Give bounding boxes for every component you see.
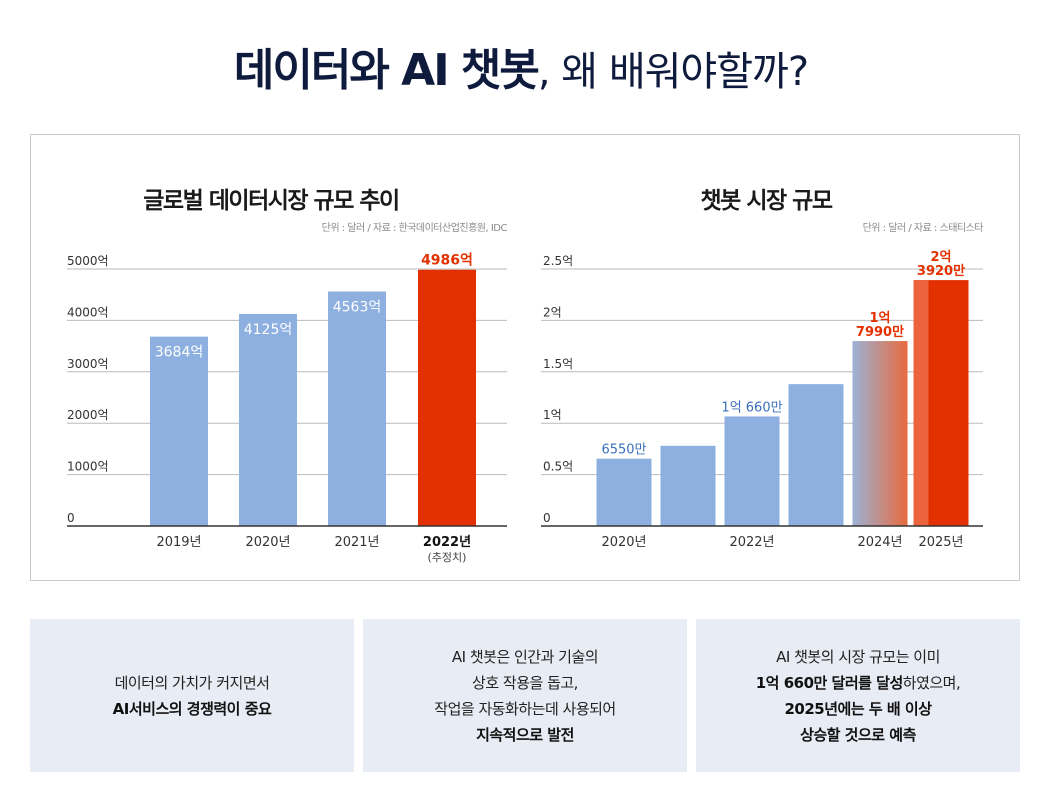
card-line: AI 챗봇은 인간과 기술의 (451, 644, 599, 670)
card-text-bold: 1억 660만 달러를 달성 (755, 673, 904, 692)
chart-source-note: 단위 : 달러 / 자료 : 한국데이터산업진흥원, IDC (322, 221, 508, 234)
card-line: 1억 660만 달러를 달성하였으며, (755, 670, 961, 696)
bar (852, 341, 908, 526)
card-text: 하였으며, (902, 673, 961, 692)
x-category-label: 2022년 (423, 535, 471, 550)
bar-value-label: 4986억 (421, 253, 473, 269)
card-text: AI 챗봇은 인간과 기술의 (451, 647, 599, 666)
x-category-label: 2020년 (601, 535, 646, 550)
bar (788, 384, 844, 526)
bar (724, 416, 780, 526)
bar-value-label: 2억 (930, 250, 951, 265)
x-category-label: 2020년 (245, 535, 290, 550)
y-tick-label: 1억 (543, 408, 562, 422)
bar-value-label: 3920만 (917, 263, 965, 279)
bar-value-label: 1억 660만 (721, 400, 782, 415)
y-tick-label: 4000억 (67, 305, 109, 319)
bar (239, 313, 297, 526)
y-tick-label: 2.5억 (543, 254, 573, 268)
bar-value-label: 3684억 (155, 345, 204, 361)
x-category-label: 2021년 (334, 535, 379, 550)
y-tick-label: 1000억 (67, 460, 109, 474)
bar (328, 291, 386, 526)
x-category-label: 2022년 (729, 535, 774, 550)
card-line: 데이터의 가치가 커지면서 (115, 670, 270, 696)
y-tick-label: 2000억 (67, 408, 109, 422)
card-line: AI 챗봇의 시장 규모는 이미 (776, 644, 940, 670)
card-text: 상호 작용을 돕고, (472, 673, 578, 692)
headline-strong: 데이터와 AI 챗봇 (229, 34, 540, 98)
bar (418, 269, 476, 526)
bar (660, 445, 716, 526)
x-category-label: 2024년 (857, 535, 902, 550)
summary-card-chatbot-market: AI 챗봇의 시장 규모는 이미 1억 660만 달러를 달성하였으며, 2025년… (696, 619, 1020, 772)
summary-cards: 데이터의 가치가 커지면서 AI서비스의 경쟁력이 중요 AI 챗봇은 인간과 기… (30, 619, 1020, 772)
bar-value-label: 6550만 (601, 443, 646, 458)
chart-title: 챗봇 시장 규모 (701, 188, 833, 214)
summary-card-data: 데이터의 가치가 커지면서 AI서비스의 경쟁력이 중요 (30, 619, 354, 772)
card-text: 작업을 자동화하는데 사용되어 (434, 699, 616, 718)
bar-value-label: 4563억 (333, 299, 382, 315)
card-line: 상호 작용을 돕고, (472, 670, 578, 696)
x-category-label: 2025년 (918, 535, 963, 550)
card-line: 지속적으로 발전 (476, 722, 574, 748)
card-line: 작업을 자동화하는데 사용되어 (434, 696, 616, 722)
card-line: 상승할 것으로 예측 (800, 722, 916, 748)
chart-title: 글로벌 데이터시장 규모 추이 (143, 188, 398, 214)
y-tick-label: 0 (67, 511, 75, 525)
card-text-bold: 지속적으로 발전 (476, 725, 574, 744)
card-text-bold: 2025년에는 두 배 이상 (784, 699, 932, 718)
y-tick-label: 3000억 (67, 357, 109, 371)
y-tick-label: 2억 (543, 305, 562, 319)
bar (150, 336, 208, 526)
headline: 데이터와 AI 챗봇, 왜 배워야할까? (0, 34, 1042, 98)
y-tick-label: 5000억 (67, 254, 109, 268)
x-category-note: (추정치) (428, 551, 467, 564)
y-tick-label: 0 (543, 511, 551, 525)
card-text-bold: AI서비스의 경쟁력이 중요 (112, 699, 272, 718)
bar-value-label: 4125억 (244, 322, 293, 338)
card-text: 데이터의 가치가 커지면서 (114, 673, 270, 692)
card-line: AI서비스의 경쟁력이 중요 (113, 696, 272, 722)
y-tick-label: 1.5억 (543, 357, 573, 371)
y-tick-label: 0.5억 (543, 460, 573, 474)
chart-source-note: 단위 : 달러 / 자료 : 스태티스타 (863, 221, 984, 234)
card-line: 2025년에는 두 배 이상 (784, 696, 932, 722)
bar-value-label: 1억 (869, 311, 890, 326)
bar-value-label: 7990만 (856, 324, 904, 340)
bar-accent (913, 280, 929, 526)
bar (596, 458, 652, 526)
headline-light: , 왜 배워야할까? (537, 49, 809, 95)
card-text-bold: 상승할 것으로 예측 (800, 725, 916, 744)
card-text: AI 챗봇의 시장 규모는 이미 (776, 647, 940, 666)
x-category-label: 2019년 (156, 535, 201, 550)
